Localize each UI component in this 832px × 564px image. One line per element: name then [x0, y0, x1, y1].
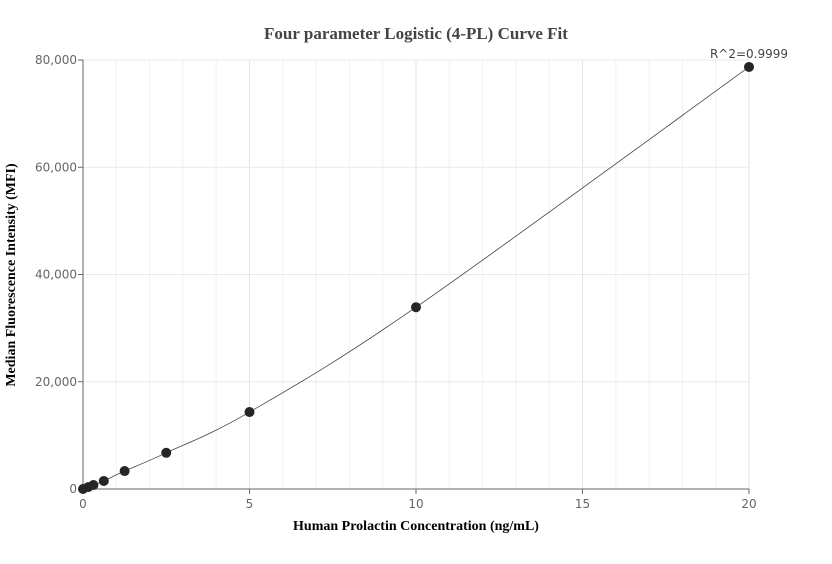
y-tick-label: 40,000	[35, 268, 77, 282]
x-tick-label: 20	[741, 497, 756, 511]
data-point	[88, 479, 99, 490]
x-tick-label: 15	[575, 497, 590, 511]
y-axis-label: Median Fluorescence Intensity (MFI)	[4, 163, 19, 387]
chart-title: Four parameter Logistic (4-PL) Curve Fit	[264, 24, 568, 43]
y-tick-label: 20,000	[35, 375, 77, 389]
data-point	[244, 407, 255, 418]
x-tick-label: 5	[246, 497, 254, 511]
gridlines	[83, 59, 750, 489]
x-axis-label: Human Prolactin Concentration (ng/mL)	[293, 519, 539, 534]
data-point	[411, 302, 421, 313]
y-tick-label: 80,000	[35, 53, 77, 67]
x-tick-label: 10	[408, 497, 423, 511]
data-point	[119, 466, 130, 477]
y-tick-label: 60,000	[35, 160, 77, 174]
tick-labels: 0 5 10 15 20 0 20,000 40,000 60,000 80,000	[35, 53, 757, 511]
data-point	[744, 61, 754, 72]
axes	[78, 59, 750, 494]
data-point	[98, 475, 109, 486]
y-tick-label: 0	[69, 482, 77, 496]
x-tick-label: 0	[79, 497, 87, 511]
data-points	[78, 61, 754, 494]
r-squared-annotation: R^2=0.9999	[710, 47, 788, 61]
data-point	[161, 447, 172, 458]
